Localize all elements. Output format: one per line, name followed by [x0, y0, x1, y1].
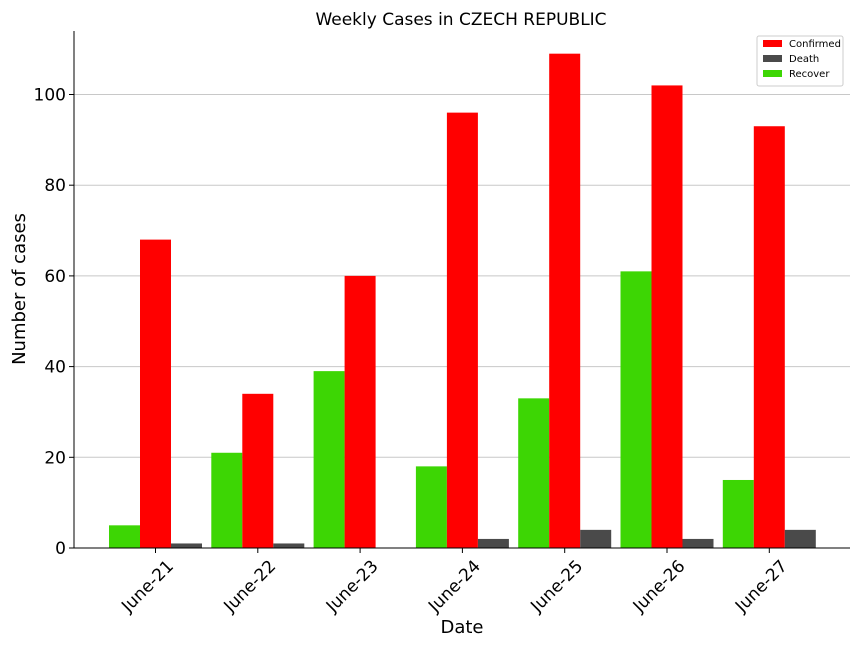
y-tick-label: 60 [44, 267, 66, 287]
bar-recover-june-27 [722, 479, 754, 548]
bar-death-june-27 [784, 529, 816, 548]
x-tick-label: June-21 [117, 556, 178, 617]
chart-title: Weekly Cases in CZECH REPUBLIC [315, 10, 606, 30]
x-tick-label: June-26 [629, 556, 690, 617]
x-axis-label: Date [440, 617, 483, 638]
legend-swatch-death [763, 55, 782, 62]
legend-label-confirmed: Confirmed [789, 39, 841, 50]
bar-recover-june-26 [620, 271, 652, 548]
bar-confirmed-june-21 [140, 239, 171, 549]
bar-death-june-24 [477, 538, 509, 548]
y-axis-ticks: 0 20 40 60 80 100 [34, 85, 74, 559]
bar-confirmed-june-25 [549, 53, 581, 548]
bar-recover-june-23 [313, 371, 345, 548]
bar-death-june-22 [273, 543, 305, 548]
y-axis-label: Number of cases [9, 213, 30, 365]
x-tick-label: June-27 [731, 556, 792, 617]
legend: Confirmed Death Recover [756, 35, 844, 87]
bars [109, 53, 816, 549]
bar-confirmed-june-22 [242, 393, 274, 548]
bar-death-june-26 [682, 538, 714, 548]
bar-recover-june-24 [415, 466, 447, 548]
x-tick-label: June-24 [424, 556, 485, 617]
x-axis-ticks: June-21 June-22 June-23 June-24 June-25 June-… [117, 548, 792, 617]
bar-death-june-25 [580, 529, 612, 548]
bar-confirmed-june-24 [446, 112, 478, 548]
bar-confirmed-june-26 [651, 85, 683, 548]
legend-swatch-confirmed [763, 40, 782, 47]
y-tick-label: 80 [44, 176, 66, 196]
legend-label-death: Death [789, 54, 819, 65]
x-tick-label: June-22 [220, 556, 281, 617]
legend-swatch-recover [763, 70, 782, 77]
y-tick-label: 0 [55, 539, 66, 559]
y-tick-label: 100 [34, 85, 66, 105]
bar-confirmed-june-27 [753, 126, 785, 548]
legend-label-recover: Recover [789, 69, 830, 80]
x-tick-label: June-25 [526, 556, 587, 617]
y-tick-label: 20 [44, 448, 66, 468]
y-tick-label: 40 [44, 358, 66, 378]
bar-death-june-21 [171, 543, 202, 548]
bar-recover-june-21 [109, 525, 140, 548]
bar-recover-june-22 [211, 452, 243, 548]
bar-recover-june-25 [518, 398, 550, 548]
x-tick-label: June-23 [322, 556, 383, 617]
bar-confirmed-june-23 [344, 275, 376, 548]
